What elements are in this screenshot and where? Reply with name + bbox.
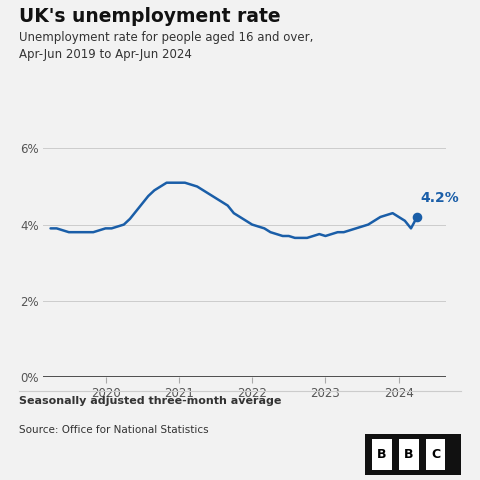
Text: 4.2%: 4.2% [420,191,459,205]
Text: Source: Office for National Statistics: Source: Office for National Statistics [19,425,209,435]
Bar [426,439,445,470]
Text: UK's unemployment rate: UK's unemployment rate [19,7,281,26]
Bar [372,439,392,470]
Bar [399,439,419,470]
Text: C: C [431,448,441,461]
Text: B: B [377,448,387,461]
Text: Unemployment rate for people aged 16 and over,
Apr-Jun 2019 to Apr-Jun 2024: Unemployment rate for people aged 16 and… [19,31,313,61]
Point [413,213,421,221]
Text: B: B [404,448,414,461]
Text: Seasonally adjusted three-month average: Seasonally adjusted three-month average [19,396,282,406]
